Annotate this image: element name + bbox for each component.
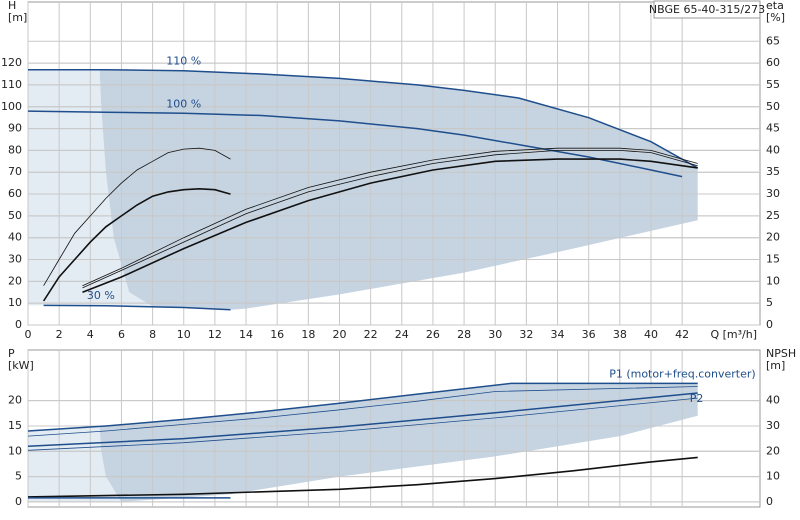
y-tick-label: 10 (8, 444, 22, 457)
y2-tick-label: 0 (766, 318, 773, 331)
y2-tick-label: 40 (766, 143, 780, 156)
x-tick-label: 42 (675, 328, 689, 341)
y2-tick-label: 20 (766, 231, 780, 244)
y-tick-label: 100 (1, 100, 22, 113)
x-tick-label: 14 (239, 328, 253, 341)
y2-tick-label: 25 (766, 209, 780, 222)
curve (27, 110, 683, 178)
x-tick-label: 2 (56, 328, 63, 341)
y-axis-label: [m] (8, 11, 27, 24)
operating-range-area (99, 69, 698, 310)
x-tick-label: 18 (301, 328, 315, 341)
title-box (653, 0, 761, 19)
curve (82, 147, 698, 287)
curve-label: 110 % (166, 55, 201, 68)
y-tick-label: 90 (8, 122, 22, 135)
y2-tick-label: 45 (766, 122, 780, 135)
x-tick-label: 4 (87, 328, 94, 341)
x-tick-label: 24 (395, 328, 409, 341)
y2-tick-label: 5 (766, 296, 773, 309)
curve (28, 68, 699, 169)
y2-tick-label: 20 (766, 444, 780, 457)
curve (43, 304, 231, 311)
y-tick-label: 20 (8, 394, 22, 407)
curve (27, 397, 698, 451)
x-tick-label: 22 (364, 328, 378, 341)
y2-tick-label: 10 (766, 470, 780, 483)
y-tick-label: 70 (8, 165, 22, 178)
y-axis-label: P (8, 347, 15, 360)
y2-tick-label: 35 (766, 165, 780, 178)
x-tick-label: 16 (270, 328, 284, 341)
y-tick-label: 0 (15, 318, 22, 331)
y2-axis-label: NPSH (766, 347, 796, 360)
x-tick-label: 0 (25, 328, 32, 341)
curve-label: 100 % (166, 97, 201, 110)
y2-tick-label: 40 (766, 394, 780, 407)
y2-tick-label: 30 (766, 419, 780, 432)
y-tick-label: 80 (8, 143, 22, 156)
x-tick-label: 36 (582, 328, 596, 341)
x-tick-label: 32 (519, 328, 533, 341)
y-tick-label: 50 (8, 209, 22, 222)
curve (27, 456, 698, 498)
x-tick-label: 6 (118, 328, 125, 341)
chart-title: NBGE 65-40-315/273 (649, 3, 765, 16)
y-tick-label: 15 (8, 419, 22, 432)
curve-label: 30 % (87, 289, 115, 302)
y-tick-label: 0 (15, 495, 22, 508)
curve (27, 392, 698, 447)
x-tick-label: 38 (613, 328, 627, 341)
x-tick-label: 26 (426, 328, 440, 341)
curve (42, 187, 231, 302)
curve (82, 150, 698, 289)
x-tick-label: 34 (551, 328, 565, 341)
y2-tick-label: 10 (766, 274, 780, 287)
y2-tick-label: 15 (766, 253, 780, 266)
y-tick-label: 20 (8, 274, 22, 287)
curve (27, 386, 698, 437)
y2-tick-label: 50 (766, 100, 780, 113)
y2-tick-label: 55 (766, 78, 780, 91)
y2-axis-label: [%] (766, 11, 785, 24)
x-tick-label: 40 (644, 328, 658, 341)
curve-label: P1 (motor+freq.converter) (609, 367, 756, 380)
y-axis-label: H (8, 0, 16, 12)
y-tick-label: 120 (1, 56, 22, 69)
x-tick-label: 20 (332, 328, 346, 341)
y2-axis-label: eta (766, 0, 784, 12)
y2-tick-label: 60 (766, 56, 780, 69)
y2-tick-label: 30 (766, 187, 780, 200)
y-tick-label: 30 (8, 253, 22, 266)
y-tick-label: 110 (1, 78, 22, 91)
x-tick-label: 12 (208, 328, 222, 341)
y2-axis-label: [m] (766, 359, 785, 372)
curve (27, 382, 698, 432)
y-tick-label: 5 (15, 470, 22, 483)
y-axis-label: [kW] (8, 359, 34, 372)
x-tick-label: 28 (457, 328, 471, 341)
y2-tick-label: 65 (766, 34, 780, 47)
x-axis-label: Q [m³/h] (710, 328, 757, 341)
curve (43, 147, 231, 286)
y2-tick-label: 0 (766, 495, 773, 508)
y-tick-label: 60 (8, 187, 22, 200)
y-tick-label: 40 (8, 231, 22, 244)
x-tick-label: 8 (149, 328, 156, 341)
x-tick-label: 30 (488, 328, 502, 341)
x-tick-label: 10 (177, 328, 191, 341)
curve (82, 158, 698, 294)
y-tick-label: 10 (8, 296, 22, 309)
